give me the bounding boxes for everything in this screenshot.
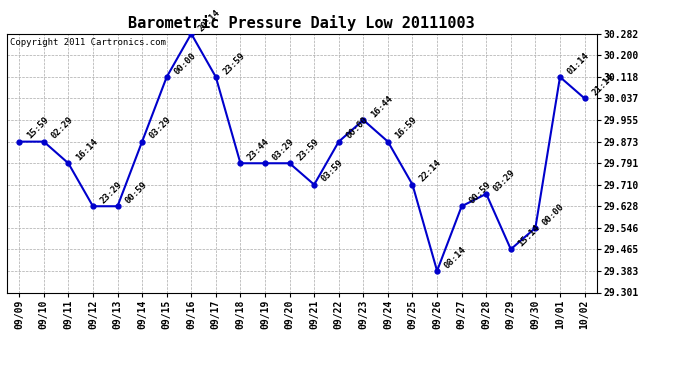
Text: 23:29: 23:29	[99, 180, 124, 206]
Text: 00:59: 00:59	[123, 180, 148, 206]
Text: 23:44: 23:44	[246, 137, 271, 162]
Text: 03:59: 03:59	[319, 159, 345, 184]
Text: 00:00: 00:00	[172, 51, 197, 76]
Text: 08:14: 08:14	[442, 245, 468, 270]
Text: 00:00: 00:00	[344, 116, 370, 141]
Text: 22:14: 22:14	[418, 159, 444, 184]
Text: 15:14: 15:14	[516, 223, 542, 249]
Text: 03:29: 03:29	[148, 116, 173, 141]
Text: 21:14: 21:14	[590, 72, 615, 98]
Text: 00:00: 00:00	[541, 202, 566, 227]
Text: 20:14: 20:14	[197, 8, 222, 33]
Text: 03:29: 03:29	[270, 137, 296, 162]
Text: 03:29: 03:29	[492, 168, 518, 193]
Text: 15:59: 15:59	[25, 116, 50, 141]
Text: 16:59: 16:59	[393, 116, 419, 141]
Text: 01:14: 01:14	[566, 51, 591, 76]
Text: 23:59: 23:59	[221, 51, 247, 76]
Title: Barometric Pressure Daily Low 20111003: Barometric Pressure Daily Low 20111003	[128, 15, 475, 31]
Text: 23:59: 23:59	[295, 137, 321, 162]
Text: Copyright 2011 Cartronics.com: Copyright 2011 Cartronics.com	[10, 38, 166, 46]
Text: 02:29: 02:29	[49, 116, 75, 141]
Text: 16:14: 16:14	[74, 137, 99, 162]
Text: 00:59: 00:59	[467, 180, 493, 206]
Text: 16:44: 16:44	[369, 94, 394, 119]
